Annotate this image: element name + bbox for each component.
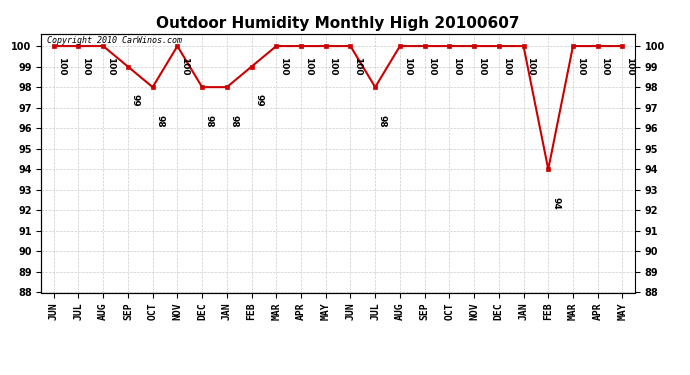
Text: 99: 99 bbox=[130, 94, 139, 107]
Text: 100: 100 bbox=[477, 57, 486, 76]
Text: 100: 100 bbox=[180, 57, 189, 76]
Text: 98: 98 bbox=[378, 115, 387, 128]
Text: 100: 100 bbox=[353, 57, 362, 76]
Text: 100: 100 bbox=[452, 57, 461, 76]
Text: 98: 98 bbox=[155, 115, 164, 128]
Text: 100: 100 bbox=[57, 57, 66, 76]
Text: 100: 100 bbox=[427, 57, 436, 76]
Text: 100: 100 bbox=[575, 57, 584, 76]
Text: 100: 100 bbox=[106, 57, 115, 76]
Text: 100: 100 bbox=[81, 57, 90, 76]
Text: 94: 94 bbox=[551, 197, 560, 210]
Text: 100: 100 bbox=[328, 57, 337, 76]
Text: Copyright 2010 CarWinos.com: Copyright 2010 CarWinos.com bbox=[48, 36, 182, 45]
Text: 98: 98 bbox=[230, 115, 239, 128]
Text: 100: 100 bbox=[304, 57, 313, 76]
Text: 100: 100 bbox=[600, 57, 609, 76]
Text: 99: 99 bbox=[255, 94, 264, 107]
Text: 100: 100 bbox=[502, 57, 511, 76]
Text: 100: 100 bbox=[403, 57, 412, 76]
Text: 100: 100 bbox=[526, 57, 535, 76]
Text: 98: 98 bbox=[205, 115, 214, 128]
Text: 100: 100 bbox=[625, 57, 634, 76]
Title: Outdoor Humidity Monthly High 20100607: Outdoor Humidity Monthly High 20100607 bbox=[157, 16, 520, 31]
Text: 100: 100 bbox=[279, 57, 288, 76]
